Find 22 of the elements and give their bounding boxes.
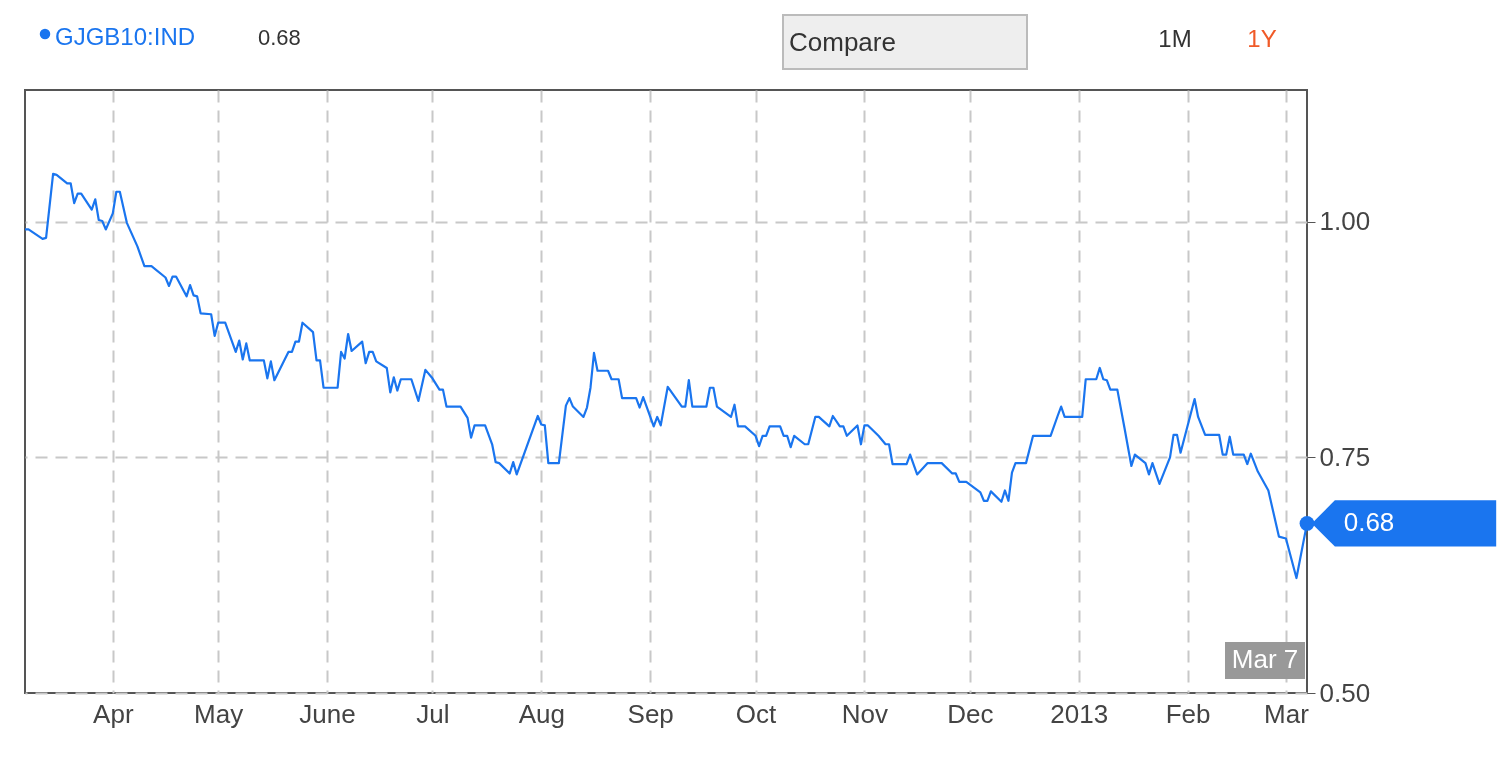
x-tick-label: 2013 bbox=[1050, 698, 1109, 729]
text: 1M bbox=[1158, 25, 1192, 52]
legend-label: GJGB10:IND bbox=[55, 23, 196, 50]
x-tick-label: Nov bbox=[841, 698, 889, 729]
x-tick-label: Aug bbox=[518, 698, 565, 729]
x-tick-label: Sep bbox=[627, 698, 674, 729]
x-tick-label: Dec bbox=[947, 698, 994, 729]
x-tick-label: June bbox=[299, 698, 356, 729]
x-tick-label: Mar bbox=[1264, 698, 1310, 729]
y-tick-label: 0.50 bbox=[1319, 677, 1371, 708]
x-tick-label: Jul bbox=[416, 698, 450, 729]
y-tick-label: 1.00 bbox=[1319, 206, 1371, 237]
text: Compare bbox=[789, 27, 896, 57]
x-tick-label: Feb bbox=[1165, 698, 1211, 729]
y-tick-label: 0.75 bbox=[1319, 441, 1371, 472]
text: 1Y bbox=[1247, 25, 1277, 52]
annotation: Mar 7 bbox=[1231, 644, 1299, 674]
x-tick-label: Oct bbox=[735, 698, 778, 729]
text: 0.68 bbox=[258, 25, 301, 50]
x-tick-label: Apr bbox=[93, 698, 134, 729]
x-tick-label: May bbox=[194, 698, 244, 729]
annotation: 0.68 bbox=[1343, 507, 1395, 538]
